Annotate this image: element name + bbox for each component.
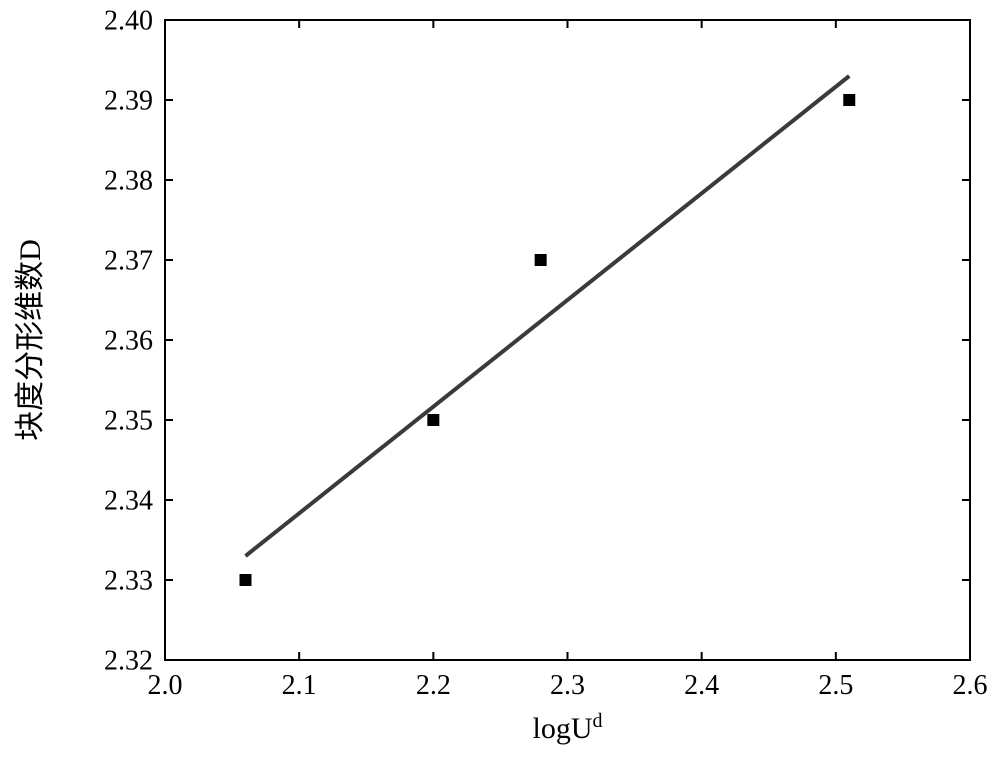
- x-tick-label: 2.4: [684, 670, 719, 701]
- y-tick-label: 2.39: [104, 85, 153, 116]
- x-tick-label: 2.5: [818, 670, 853, 701]
- y-axis-title: 块度分形维数D: [14, 239, 47, 441]
- y-tick-label: 2.38: [104, 165, 153, 196]
- y-tick-label: 2.34: [104, 485, 153, 516]
- x-tick-label: 2.1: [282, 670, 317, 701]
- y-tick-label: 2.32: [104, 645, 153, 676]
- x-tick-label: 2.6: [953, 670, 988, 701]
- data-point: [843, 94, 855, 106]
- y-tick-label: 2.33: [104, 565, 153, 596]
- chart-container: 2.02.12.22.32.42.52.62.322.332.342.352.3…: [0, 0, 1000, 761]
- y-tick-label: 2.40: [104, 5, 153, 36]
- data-point: [535, 254, 547, 266]
- data-point: [427, 414, 439, 426]
- x-tick-label: 2.2: [416, 670, 451, 701]
- scatter-chart: 2.02.12.22.32.42.52.62.322.332.342.352.3…: [0, 0, 1000, 761]
- y-tick-label: 2.36: [104, 325, 153, 356]
- x-axis-title: logUd: [533, 710, 603, 745]
- y-tick-label: 2.35: [104, 405, 153, 436]
- y-tick-label: 2.37: [104, 245, 153, 276]
- data-point: [240, 574, 252, 586]
- x-tick-label: 2.3: [550, 670, 585, 701]
